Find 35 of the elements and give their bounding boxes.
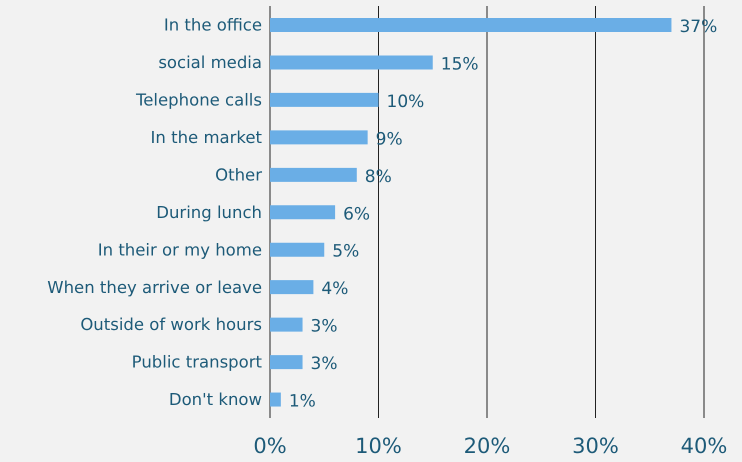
data-label: 10% bbox=[386, 92, 424, 112]
y-tick-label: In the office bbox=[164, 16, 262, 35]
bar bbox=[270, 355, 303, 370]
bar bbox=[270, 392, 281, 407]
y-tick-label: Other bbox=[215, 165, 262, 184]
data-label: 1% bbox=[288, 392, 316, 412]
bar bbox=[270, 130, 368, 144]
data-label: 3% bbox=[310, 354, 338, 374]
bar bbox=[270, 205, 336, 220]
x-tick-label: 20% bbox=[464, 434, 510, 458]
bar bbox=[270, 242, 324, 257]
y-tick-label: Don't know bbox=[168, 390, 262, 410]
bar bbox=[270, 280, 314, 294]
data-label: 5% bbox=[332, 242, 360, 262]
y-tick-label: In the market bbox=[150, 128, 263, 147]
data-label: 3% bbox=[310, 316, 338, 337]
bar bbox=[270, 318, 303, 332]
y-tick-label: Outside of work hours bbox=[80, 315, 262, 334]
y-tick-label: In their or my home bbox=[98, 240, 262, 260]
y-tick-label: social media bbox=[158, 53, 262, 72]
x-tick-label: 0% bbox=[253, 434, 287, 458]
x-tick-label: 30% bbox=[572, 434, 619, 458]
data-label: 15% bbox=[440, 54, 479, 74]
bar bbox=[270, 92, 378, 107]
data-label: 6% bbox=[343, 204, 370, 224]
data-label: 4% bbox=[321, 279, 348, 300]
bar bbox=[270, 18, 672, 32]
y-tick-label: When they arrive or leave bbox=[47, 278, 262, 297]
x-tick-label: 10% bbox=[355, 434, 402, 458]
y-tick-label: Public transport bbox=[132, 352, 263, 372]
x-tick-label: 40% bbox=[680, 434, 728, 458]
bar bbox=[270, 55, 433, 70]
bar bbox=[270, 168, 357, 182]
y-tick-label: Telephone calls bbox=[135, 90, 262, 110]
y-tick-label: During lunch bbox=[156, 202, 262, 222]
